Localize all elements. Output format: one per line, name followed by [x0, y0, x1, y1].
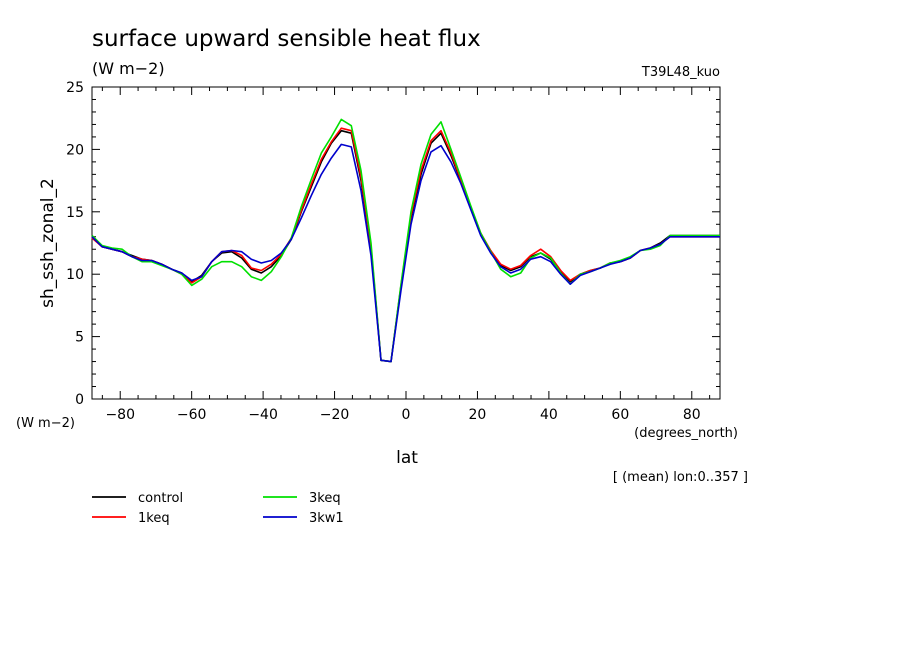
y-tick-label: 20 — [66, 142, 84, 158]
y-tick-label: 5 — [75, 330, 84, 346]
chart-units: (W m−2) — [92, 59, 165, 78]
series-lines — [91, 118, 720, 363]
run-label: T39L48_kuo — [641, 65, 720, 80]
x-axis-label: lat — [396, 448, 418, 468]
y-tick-label: 10 — [66, 267, 84, 283]
y-axis-units: (W m−2) — [16, 416, 75, 431]
x-axis-ticks: −80 −60 −40 −20 0 20 40 60 80 — [105, 87, 701, 423]
mean-note: [ (mean) lon:0..357 ] — [613, 470, 748, 485]
x-tick-label: −20 — [320, 407, 350, 423]
x-tick-label: 20 — [469, 407, 487, 423]
x-tick-label: 0 — [402, 407, 411, 423]
chart-title: surface upward sensible heat flux — [92, 26, 481, 52]
series-line-3kw1 — [91, 143, 720, 363]
x-tick-label: −80 — [105, 407, 135, 423]
y-axis-label: sh_ssh_zonal_2 — [38, 178, 58, 308]
y-tick-label: 15 — [66, 205, 84, 221]
x-tick-label: 60 — [611, 407, 629, 423]
legend-label-3kw1: 3kw1 — [309, 511, 344, 526]
series-line-3keq — [91, 118, 720, 363]
legend-label-3keq: 3keq — [309, 491, 341, 506]
x-tick-label: 80 — [683, 407, 701, 423]
legend-label-1keq: 1keq — [138, 511, 170, 526]
legend: control 1keq 3keq 3kw1 — [92, 491, 344, 526]
y-axis-ticks: 0 5 10 15 20 25 — [66, 80, 720, 408]
y-tick-label: 0 — [75, 392, 84, 408]
y-tick-label: 25 — [66, 80, 84, 96]
x-axis-units: (degrees_north) — [634, 426, 738, 441]
x-tick-label: −60 — [177, 407, 207, 423]
x-tick-label: 40 — [540, 407, 558, 423]
legend-label-control: control — [138, 491, 183, 506]
x-tick-label: −40 — [248, 407, 278, 423]
